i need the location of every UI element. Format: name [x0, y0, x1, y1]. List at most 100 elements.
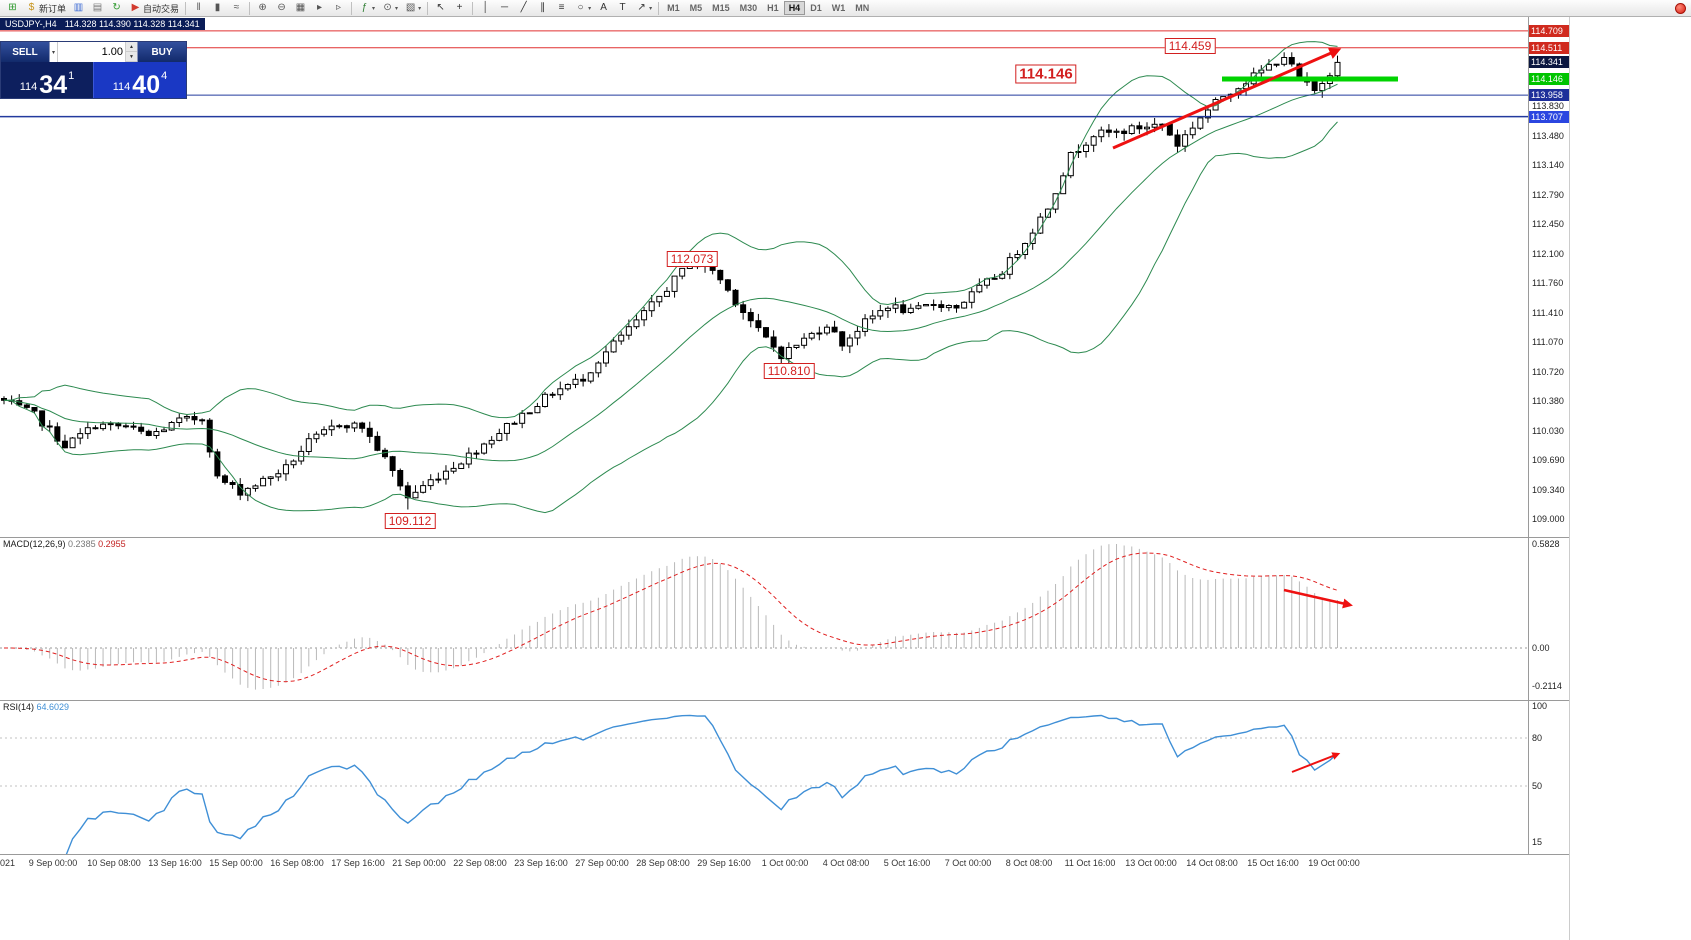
- time-axis-label: 1 Oct 00:00: [761, 858, 809, 868]
- volume-down-button[interactable]: ▼: [126, 52, 137, 62]
- chart-line-button[interactable]: ≈: [228, 1, 245, 16]
- auto-scroll-button[interactable]: ▸: [311, 1, 328, 16]
- crosshair-icon: +: [456, 2, 463, 13]
- one-click-trade-panel: SELL ▾ ▲ ▼ BUY 114 34 1 114 40 4: [0, 41, 187, 99]
- indicators-button[interactable]: ƒ ▾: [356, 1, 377, 16]
- buy-price-display[interactable]: 114 40 4: [93, 62, 186, 98]
- chart-shift-button[interactable]: ▹: [330, 1, 347, 16]
- timeframe-d1-button[interactable]: D1: [810, 3, 822, 13]
- price-scale-tick: 110.030: [1532, 426, 1564, 436]
- trade-controls-row: SELL ▾ ▲ ▼ BUY: [1, 42, 186, 62]
- macd-panel[interactable]: [0, 544, 1528, 690]
- timeframe-h1-button[interactable]: H1: [767, 3, 779, 13]
- chart-candles-button[interactable]: ▮: [209, 1, 226, 16]
- timeframe-w1-button[interactable]: W1: [831, 3, 846, 13]
- refresh-button[interactable]: ↻: [108, 1, 125, 16]
- timeframe-h4-button[interactable]: H4: [783, 1, 806, 15]
- buy-button[interactable]: BUY: [138, 42, 186, 62]
- price-scale-tick: 111.760: [1532, 278, 1564, 288]
- macd-scale-tick: 0.00: [1532, 643, 1550, 653]
- auto-scroll-icon: ▸: [317, 2, 323, 13]
- indicators-caret-icon: ▾: [372, 5, 376, 12]
- arrows-tool-icon: ↗: [637, 2, 646, 13]
- timeframe-m5-button[interactable]: M5: [689, 3, 703, 13]
- text-button[interactable]: A: [595, 1, 612, 16]
- zoom-out-button[interactable]: ⊖: [273, 1, 290, 16]
- price-scale-tick: 109.340: [1532, 485, 1565, 495]
- horizontal-line-button[interactable]: ─: [496, 1, 513, 16]
- chart-bars-button[interactable]: ‖: [190, 1, 207, 16]
- market-watch-icon: ▥: [73, 2, 84, 13]
- price-scale-tick: 111.410: [1532, 308, 1564, 318]
- chart-window[interactable]: USDJPY-,H4 114.328 114.390 114.328 114.3…: [0, 17, 1570, 940]
- sell-price-display[interactable]: 114 34 1: [1, 62, 93, 98]
- price-scale-tick: 109.690: [1532, 455, 1565, 465]
- chart-canvas[interactable]: [0, 17, 1570, 940]
- trend-arrow: [1112, 47, 1342, 150]
- text-label-button[interactable]: T: [614, 1, 631, 16]
- toolbar-separator: [427, 1, 429, 15]
- volume-field[interactable]: ▾ ▲ ▼: [49, 42, 138, 62]
- time-axis-label: 15 Sep 00:00: [209, 858, 263, 868]
- macd-main-value: 0.2385: [68, 539, 96, 549]
- time-axis-label: 15 Oct 16:00: [1247, 858, 1299, 868]
- tile-windows-button[interactable]: ▦: [292, 1, 309, 16]
- fibonacci-button[interactable]: ≡: [553, 1, 570, 16]
- toolbar-right-group: [1675, 2, 1688, 14]
- sell-price-point: 1: [68, 70, 75, 82]
- price-scale-tick: 113.480: [1532, 131, 1564, 141]
- price-scale-tick: 113.830: [1532, 101, 1564, 111]
- timeframe-m1-button[interactable]: M1: [667, 3, 680, 13]
- crosshair-button[interactable]: +: [451, 1, 468, 16]
- arrows-tool-button[interactable]: ↗ ▾: [633, 1, 654, 16]
- rsi-value: 64.6029: [36, 702, 70, 712]
- time-axis-label: 19 Oct 00:00: [1308, 858, 1360, 868]
- autotrade-button[interactable]: ▶ 自动交易: [127, 1, 181, 16]
- price-annotation-110.810[interactable]: 110.810: [763, 363, 815, 379]
- time-axis-label: 29 Sep 16:00: [697, 858, 751, 868]
- sell-button[interactable]: SELL: [1, 42, 49, 62]
- time-axis-label: 13 Sep 16:00: [148, 858, 202, 868]
- price-annotation-114.459[interactable]: 114.459: [1164, 38, 1216, 54]
- volume-up-button[interactable]: ▲: [126, 42, 137, 52]
- periods-menu-button[interactable]: ⊙ ▾: [379, 1, 400, 16]
- data-window-button[interactable]: ▤: [89, 1, 106, 16]
- volume-dropdown-icon[interactable]: ▾: [50, 42, 59, 62]
- templates-button[interactable]: ▧ ▾: [402, 1, 423, 16]
- rsi-name: RSI(14): [3, 702, 35, 712]
- vertical-line-button[interactable]: │: [477, 1, 494, 16]
- community-icon[interactable]: [1675, 2, 1686, 14]
- shapes-button[interactable]: ○ ▾: [572, 1, 593, 16]
- timeframe-m15-button[interactable]: M15: [712, 3, 730, 13]
- chart-line-icon: ≈: [233, 2, 240, 13]
- rsi-scale-tick: 50: [1532, 781, 1543, 791]
- trendline-button[interactable]: ╱: [515, 1, 532, 16]
- timeframe-m30-button[interactable]: M30: [739, 3, 758, 13]
- cursor-button[interactable]: ↖: [432, 1, 449, 16]
- ohlc-values: 114.328 114.390 114.328 114.341: [64, 19, 200, 29]
- market-watch-button[interactable]: ▥: [70, 1, 87, 16]
- main-price-panel[interactable]: [0, 30, 1528, 514]
- new-order-button[interactable]: $ 新订单: [23, 1, 68, 16]
- rsi-scale-tick: 100: [1532, 701, 1548, 711]
- periods-menu-caret-icon: ▾: [395, 5, 399, 12]
- shapes-icon: ○: [577, 2, 584, 13]
- new-chart-button[interactable]: ⊞: [4, 1, 21, 16]
- fibonacci-icon: ≡: [558, 2, 565, 13]
- timeframe-mn-button[interactable]: MN: [855, 3, 870, 13]
- price-annotation-114.146[interactable]: 114.146: [1015, 64, 1077, 84]
- volume-input[interactable]: [58, 42, 125, 62]
- vertical-line-icon: │: [482, 2, 489, 13]
- rsi-panel[interactable]: [0, 714, 1528, 858]
- chart-bars-icon: ‖: [196, 2, 201, 13]
- zoom-in-button[interactable]: ⊕: [254, 1, 271, 16]
- shapes-caret-icon: ▾: [588, 5, 592, 12]
- time-axis-label: 5 Oct 16:00: [883, 858, 931, 868]
- price-annotation-109.112[interactable]: 109.112: [384, 513, 436, 529]
- buy-price-big-figure: 114: [112, 81, 131, 93]
- price-scale-tick: 113.140: [1532, 160, 1564, 170]
- price-scale-box-114.146: 114.146: [1529, 73, 1569, 85]
- price-scale-tick: 112.450: [1532, 219, 1564, 229]
- equidistant-channel-button[interactable]: ∥: [534, 1, 551, 16]
- price-annotation-112.073[interactable]: 112.073: [666, 251, 718, 267]
